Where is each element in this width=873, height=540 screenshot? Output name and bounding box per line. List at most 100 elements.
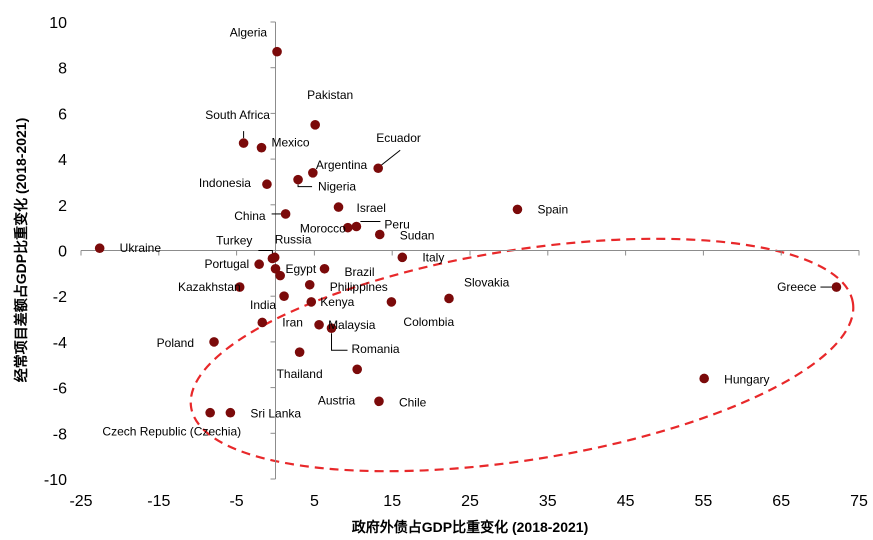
point-label: Kazakhstan: [178, 280, 241, 294]
data-point: [351, 221, 362, 232]
point-label: Italy: [422, 250, 444, 264]
leader-line: [297, 184, 313, 188]
point-label: Iran: [282, 315, 303, 329]
x-tick-label: 35: [539, 493, 557, 510]
data-point: [270, 263, 281, 274]
y-tick-label: 0: [58, 244, 67, 261]
data-point: [444, 293, 454, 304]
data-point: [294, 347, 305, 357]
data-point: [374, 229, 385, 240]
x-tick-label: -25: [69, 493, 92, 510]
point-label: India: [250, 298, 276, 312]
point-label: Nigeria: [318, 180, 356, 194]
point-label: Colombia: [403, 315, 454, 329]
point-label: Morocco: [300, 222, 346, 236]
axes: [80, 21, 860, 480]
y-tick-label: 8: [58, 61, 67, 78]
point-label: Egypt: [286, 262, 317, 276]
data-point: [304, 279, 315, 290]
data-point: [314, 319, 324, 330]
data-point: [94, 243, 105, 254]
point-label: Ukraine: [120, 241, 162, 255]
data-point: [257, 317, 268, 328]
data-point: [254, 259, 264, 270]
point-label: Brazil: [345, 265, 375, 279]
y-tick-label: -10: [44, 472, 67, 489]
point-label: Thailand: [277, 367, 323, 381]
point-label: Philippines: [330, 280, 388, 294]
y-tick-label: -6: [53, 381, 67, 398]
data-point: [326, 323, 337, 333]
x-axis-title: 政府外债占GDP比重变化 (2018-2021): [352, 519, 589, 535]
x-tick-label: 45: [617, 493, 635, 510]
x-tick-label: 75: [850, 493, 868, 510]
point-label: Ecuador: [376, 131, 421, 145]
data-point: [209, 337, 219, 347]
point-label: Romania: [352, 342, 400, 356]
leader-line: [331, 333, 348, 351]
tick-labels: -25 -15 -5 5 15 25 35 45 55 65 75 10 8 6 4 2 0 -2 -4 -6 -8 -1…: [44, 15, 868, 510]
data-point: [512, 204, 523, 215]
data-point: [262, 179, 272, 190]
y-tick-label: -4: [53, 335, 67, 352]
y-tick-label: -2: [53, 289, 67, 306]
point-label: Sudan: [400, 229, 435, 243]
point-label: Slovakia: [464, 275, 510, 289]
y-tick-label: 6: [58, 106, 67, 123]
point-label: Portugal: [204, 257, 249, 271]
point-label: Hungary: [724, 372, 769, 386]
data-point: [293, 174, 303, 185]
data-point: [831, 282, 842, 292]
highlight-ellipse-layer: [189, 237, 855, 473]
data-point: [238, 138, 249, 148]
point-label: Spain: [537, 202, 568, 216]
data-points: [94, 46, 842, 418]
point-label: Czech Republic (Czechia): [102, 425, 241, 439]
data-point: [234, 282, 245, 292]
y-tick-label: 10: [49, 15, 67, 32]
point-label: Kenya: [320, 295, 354, 309]
x-tick-label: 25: [461, 493, 479, 510]
point-label: Sri Lanka: [250, 407, 301, 421]
data-point: [699, 373, 709, 384]
data-point: [225, 407, 236, 418]
data-point: [275, 270, 285, 281]
point-label: Poland: [157, 336, 194, 350]
x-tick-label: 5: [310, 493, 319, 510]
data-point: [308, 168, 318, 178]
leader-lines: [243, 131, 833, 351]
data-point: [352, 364, 362, 375]
leader-line: [258, 249, 273, 255]
data-point: [373, 163, 383, 174]
data-point: [333, 202, 344, 212]
y-tick-label: -8: [53, 426, 67, 443]
leader-line: [380, 149, 401, 166]
data-point: [343, 222, 353, 233]
point-label: Indonesia: [199, 176, 251, 190]
data-point: [306, 297, 317, 307]
y-axis-title: 经常项目差额占GDP比重变化 (2018-2021): [13, 118, 29, 383]
data-point: [310, 120, 320, 130]
data-point: [256, 142, 267, 153]
point-label: Israel: [357, 201, 386, 215]
point-label: Algeria: [230, 26, 268, 40]
x-tick-label: -5: [229, 493, 243, 510]
data-point: [272, 46, 282, 57]
data-point: [386, 297, 397, 307]
data-point: [374, 396, 384, 407]
point-label: South Africa: [205, 108, 270, 122]
x-tick-label: 15: [383, 493, 401, 510]
x-tick-label: 55: [695, 493, 713, 510]
point-label: Peru: [384, 218, 409, 232]
point-label: Mexico: [271, 136, 309, 150]
y-tick-label: 2: [58, 198, 67, 215]
data-point: [205, 407, 215, 418]
y-tick-label: 4: [58, 152, 67, 169]
point-label: Chile: [399, 395, 427, 409]
data-point: [319, 263, 330, 274]
x-tick-label: -15: [147, 493, 170, 510]
point-label: Turkey: [216, 233, 252, 247]
point-label: Argentina: [316, 158, 368, 172]
